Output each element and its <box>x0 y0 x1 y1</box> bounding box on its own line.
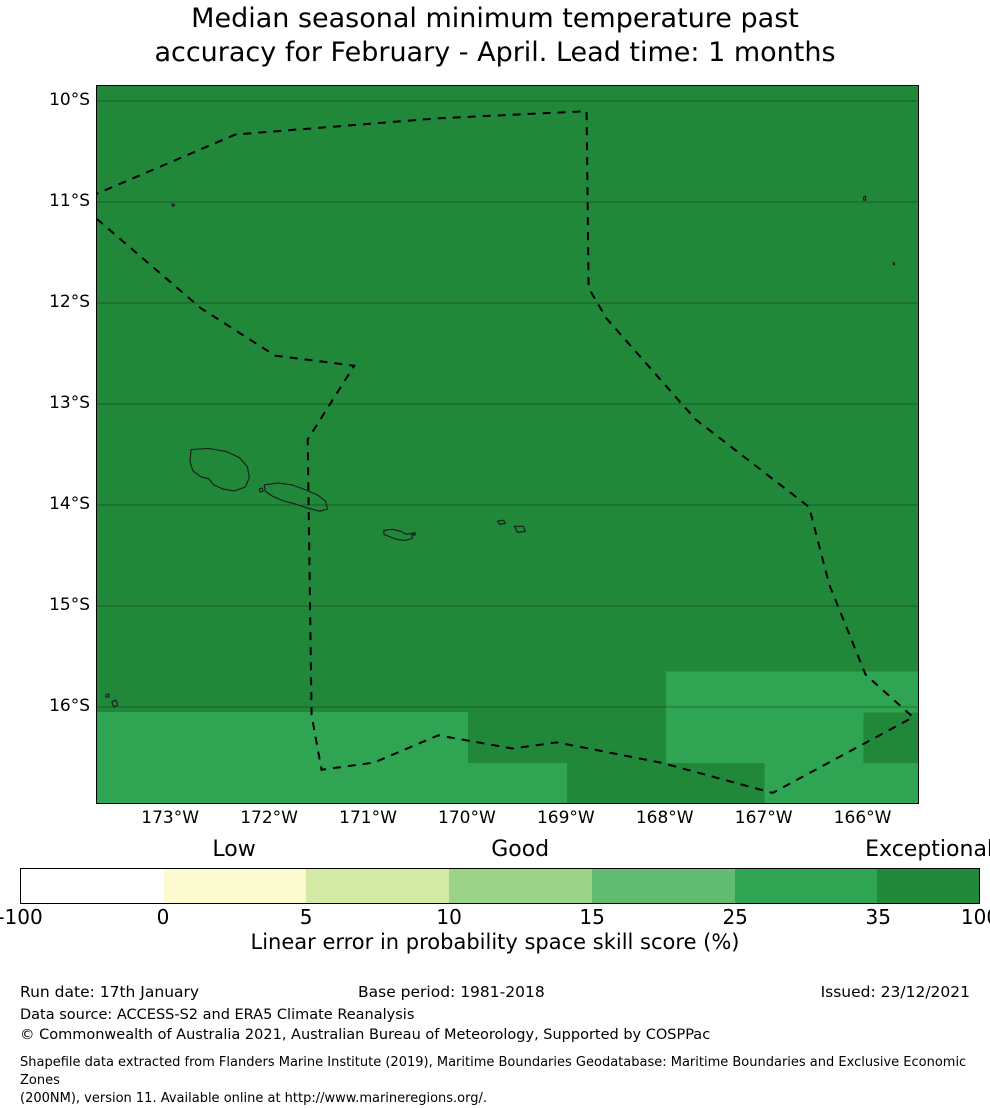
colorbar-tick-label: 5 <box>299 905 313 929</box>
colorbar-segment <box>21 869 164 903</box>
heatmap-cell <box>369 712 469 803</box>
y-axis-tick-label: 15°S <box>49 595 90 616</box>
heatmap-cell <box>764 712 865 764</box>
colorbar-category-label: Good <box>491 837 550 862</box>
heatmap-cell <box>171 712 271 803</box>
y-axis-tick-label: 10°S <box>49 90 90 111</box>
eez-boundary-line <box>97 110 915 794</box>
x-axis-tick-label: 168°W <box>635 808 694 828</box>
x-axis-tick-label: 166°W <box>833 808 892 828</box>
y-axis-tick-label: 16°S <box>49 696 90 717</box>
x-axis-tick-label: 167°W <box>734 808 793 828</box>
y-axis-tick-label: 12°S <box>49 292 90 313</box>
shapefile-line-2: (200NM), version 11. Available online at… <box>20 1091 488 1106</box>
x-axis-tick-label: 173°W <box>141 808 200 828</box>
data-source-text: Data source: ACCESS-S2 and ERA5 Climate … <box>20 1007 415 1023</box>
page-title: Median seasonal minimum temperature past… <box>0 2 990 70</box>
heatmap-cell <box>863 762 918 803</box>
heatmap-cell <box>665 671 766 713</box>
colorbar-tick-label: 100 <box>960 905 990 929</box>
page-title-line-2: accuracy for February - April. Lead time… <box>154 37 836 68</box>
heatmap-cell <box>97 712 172 803</box>
colorbar-tick-label: 0 <box>156 905 170 929</box>
colorbar-category-label: Exceptional <box>865 837 990 862</box>
heatmap-cell <box>566 712 667 803</box>
map-canvas <box>97 86 918 803</box>
colorbar-category-label: Low <box>212 837 256 862</box>
y-axis-tick-label: 11°S <box>49 191 90 212</box>
heatmap-cell <box>764 671 865 713</box>
map-plot-area[interactable] <box>96 85 919 804</box>
heatmap-cell <box>467 762 568 803</box>
coastline-outlines <box>105 195 895 708</box>
colorbar-tick-label: 10 <box>436 905 462 929</box>
x-axis-tick-label: 172°W <box>240 808 298 828</box>
footer-meta-row: Run date: 17th January Base period: 1981… <box>0 982 990 1006</box>
colorbar-tick-label: 25 <box>722 905 748 929</box>
heatmap-cell <box>863 671 918 713</box>
y-axis-tick-labels: 10°S 11°S 12°S 13°S 14°S 15°S 16°S <box>0 0 90 1095</box>
heatmap-cell <box>863 712 918 764</box>
colorbar-tick-label: 15 <box>579 905 605 929</box>
shapefile-line-1: Shapefile data extracted from Flanders M… <box>20 1055 967 1088</box>
copyright-text: © Commonwealth of Australia 2021, Austra… <box>20 1027 711 1043</box>
issued-date-text: Issued: 23/12/2021 <box>820 983 970 1001</box>
colorbar-axis-label: Linear error in probability space skill … <box>250 930 740 954</box>
map-gridlines <box>97 100 918 708</box>
colorbar-tick-labels: -100 0 5 10 15 25 35 100 <box>0 906 990 932</box>
base-period-text: Base period: 1981-2018 <box>358 983 545 1001</box>
colorbar-segment <box>449 869 592 903</box>
colorbar-segment <box>163 869 307 903</box>
colorbar[interactable] <box>20 868 980 904</box>
x-axis-tick-label: 169°W <box>536 808 595 828</box>
colorbar-tick-label: 35 <box>865 905 891 929</box>
colorbar-tick-label: -100 <box>0 905 43 929</box>
shapefile-attribution: Shapefile data extracted from Flanders M… <box>20 1054 970 1108</box>
footer: Run date: 17th January Base period: 1981… <box>0 982 990 1106</box>
heatmap-cell <box>467 712 568 764</box>
run-date-text: Run date: 17th January <box>20 983 200 1001</box>
heatmap-cell <box>665 762 766 803</box>
colorbar-category-labels: Low Good Exceptional <box>0 838 990 864</box>
colorbar-segment <box>591 869 735 903</box>
colorbar-segment <box>306 869 450 903</box>
y-axis-tick-label: 14°S <box>49 494 90 515</box>
heatmap-cell <box>665 712 766 764</box>
colorbar-segment <box>734 869 878 903</box>
colorbar-block: Low Good Exceptional -100 0 5 10 15 25 35 100 Lin… <box>0 838 990 955</box>
x-axis-tick-label: 171°W <box>339 808 397 828</box>
x-axis-tick-label: 170°W <box>438 808 496 828</box>
colorbar-segment <box>877 869 979 903</box>
page-title-line-1: Median seasonal minimum temperature past <box>191 3 799 34</box>
y-axis-tick-label: 13°S <box>49 393 90 414</box>
